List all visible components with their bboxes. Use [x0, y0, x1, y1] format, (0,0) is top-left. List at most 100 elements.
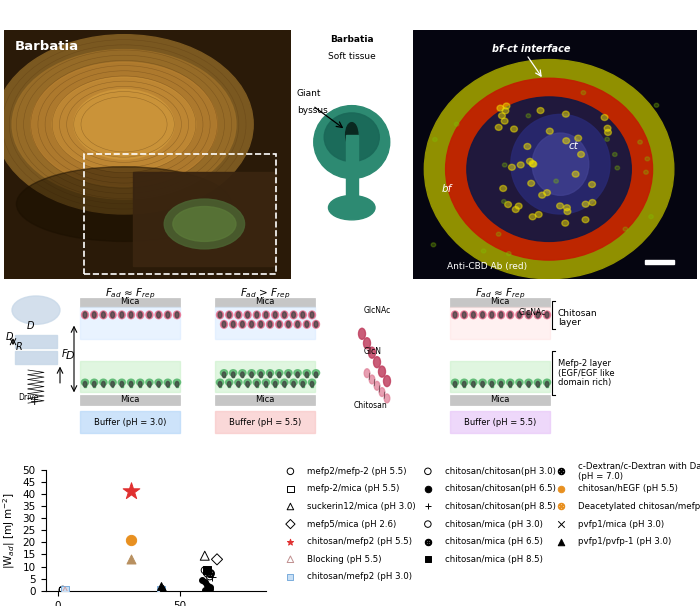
Circle shape	[379, 388, 385, 396]
Ellipse shape	[239, 321, 246, 328]
Text: (EGF/EGF like: (EGF/EGF like	[558, 368, 615, 378]
Point	[422, 537, 433, 547]
Text: GlcN: GlcN	[364, 347, 382, 356]
Text: chitosan/mica (pH 6.5): chitosan/mica (pH 6.5)	[444, 537, 542, 546]
Point	[57, 585, 69, 594]
Circle shape	[92, 312, 96, 318]
Text: chitosan/chitosan(pH 8.5): chitosan/chitosan(pH 8.5)	[444, 502, 555, 511]
Ellipse shape	[290, 311, 297, 319]
Circle shape	[563, 138, 570, 144]
Text: chitosan/hEGF (pH 5.5): chitosan/hEGF (pH 5.5)	[578, 484, 678, 493]
Circle shape	[120, 381, 124, 387]
Ellipse shape	[258, 321, 265, 328]
Circle shape	[526, 114, 531, 118]
Circle shape	[500, 185, 507, 191]
Circle shape	[218, 381, 222, 387]
Bar	[312, 382, 313, 387]
Bar	[519, 382, 520, 387]
Bar	[450, 361, 550, 392]
Ellipse shape	[262, 311, 270, 319]
Circle shape	[612, 153, 617, 156]
Text: Anti-CBD Ab (red): Anti-CBD Ab (red)	[447, 262, 527, 271]
Text: Buffer (pH = 3.0): Buffer (pH = 3.0)	[94, 418, 166, 427]
Bar	[80, 298, 180, 307]
Circle shape	[277, 372, 281, 378]
Point	[556, 467, 567, 476]
Bar	[84, 154, 276, 274]
Text: $F_{ad}$ ≈ $F_{rep}$: $F_{ad}$ ≈ $F_{rep}$	[105, 287, 155, 301]
Circle shape	[527, 381, 531, 387]
Circle shape	[490, 312, 493, 318]
Bar	[450, 298, 550, 307]
Point	[556, 484, 567, 494]
Circle shape	[645, 157, 650, 161]
Ellipse shape	[136, 311, 144, 319]
Ellipse shape	[294, 370, 301, 376]
Circle shape	[358, 328, 365, 339]
Ellipse shape	[516, 311, 523, 319]
Circle shape	[463, 381, 466, 387]
Ellipse shape	[109, 311, 116, 319]
Circle shape	[310, 312, 314, 318]
Bar	[130, 382, 132, 387]
Circle shape	[384, 376, 391, 387]
Ellipse shape	[309, 379, 316, 385]
Circle shape	[539, 192, 545, 198]
Ellipse shape	[534, 379, 541, 385]
Circle shape	[503, 103, 510, 109]
Circle shape	[497, 105, 504, 111]
Circle shape	[228, 312, 231, 318]
Circle shape	[286, 321, 290, 327]
Circle shape	[83, 312, 87, 318]
Circle shape	[268, 321, 272, 327]
Circle shape	[274, 381, 277, 387]
Bar	[158, 382, 160, 387]
Ellipse shape	[216, 379, 223, 385]
Ellipse shape	[467, 97, 631, 241]
Text: Mica: Mica	[120, 297, 140, 306]
Circle shape	[292, 381, 295, 387]
Circle shape	[517, 381, 522, 387]
Circle shape	[638, 140, 643, 144]
Bar	[297, 373, 298, 378]
Ellipse shape	[267, 321, 274, 328]
Bar	[293, 382, 294, 387]
Circle shape	[578, 152, 584, 158]
Bar	[103, 382, 104, 387]
Ellipse shape	[164, 311, 172, 319]
Circle shape	[157, 381, 160, 387]
Ellipse shape	[230, 321, 237, 328]
Point	[155, 582, 167, 591]
Ellipse shape	[285, 321, 292, 328]
Bar	[450, 411, 550, 433]
Ellipse shape	[220, 321, 228, 328]
Ellipse shape	[324, 113, 379, 162]
Circle shape	[166, 381, 169, 387]
Ellipse shape	[532, 133, 589, 195]
Circle shape	[589, 199, 596, 205]
Circle shape	[507, 251, 511, 256]
Point	[126, 535, 137, 545]
Circle shape	[237, 312, 240, 318]
Text: bf-ct interface: bf-ct interface	[492, 44, 571, 54]
Circle shape	[148, 312, 151, 318]
Circle shape	[499, 381, 503, 387]
Circle shape	[482, 249, 486, 253]
Circle shape	[472, 312, 475, 318]
Circle shape	[301, 312, 304, 318]
Circle shape	[524, 144, 531, 150]
Circle shape	[601, 115, 608, 121]
Text: mefp5/mica (pH 2.6): mefp5/mica (pH 2.6)	[307, 519, 396, 528]
Text: Barbatia: Barbatia	[15, 39, 79, 53]
Text: Mica: Mica	[256, 395, 274, 404]
Ellipse shape	[488, 379, 496, 385]
Bar	[167, 382, 169, 387]
Point	[197, 575, 208, 585]
Circle shape	[83, 381, 87, 387]
Ellipse shape	[164, 199, 244, 249]
Ellipse shape	[155, 311, 162, 319]
Bar	[491, 382, 493, 387]
Ellipse shape	[118, 379, 125, 385]
Ellipse shape	[290, 379, 298, 385]
Circle shape	[255, 381, 258, 387]
